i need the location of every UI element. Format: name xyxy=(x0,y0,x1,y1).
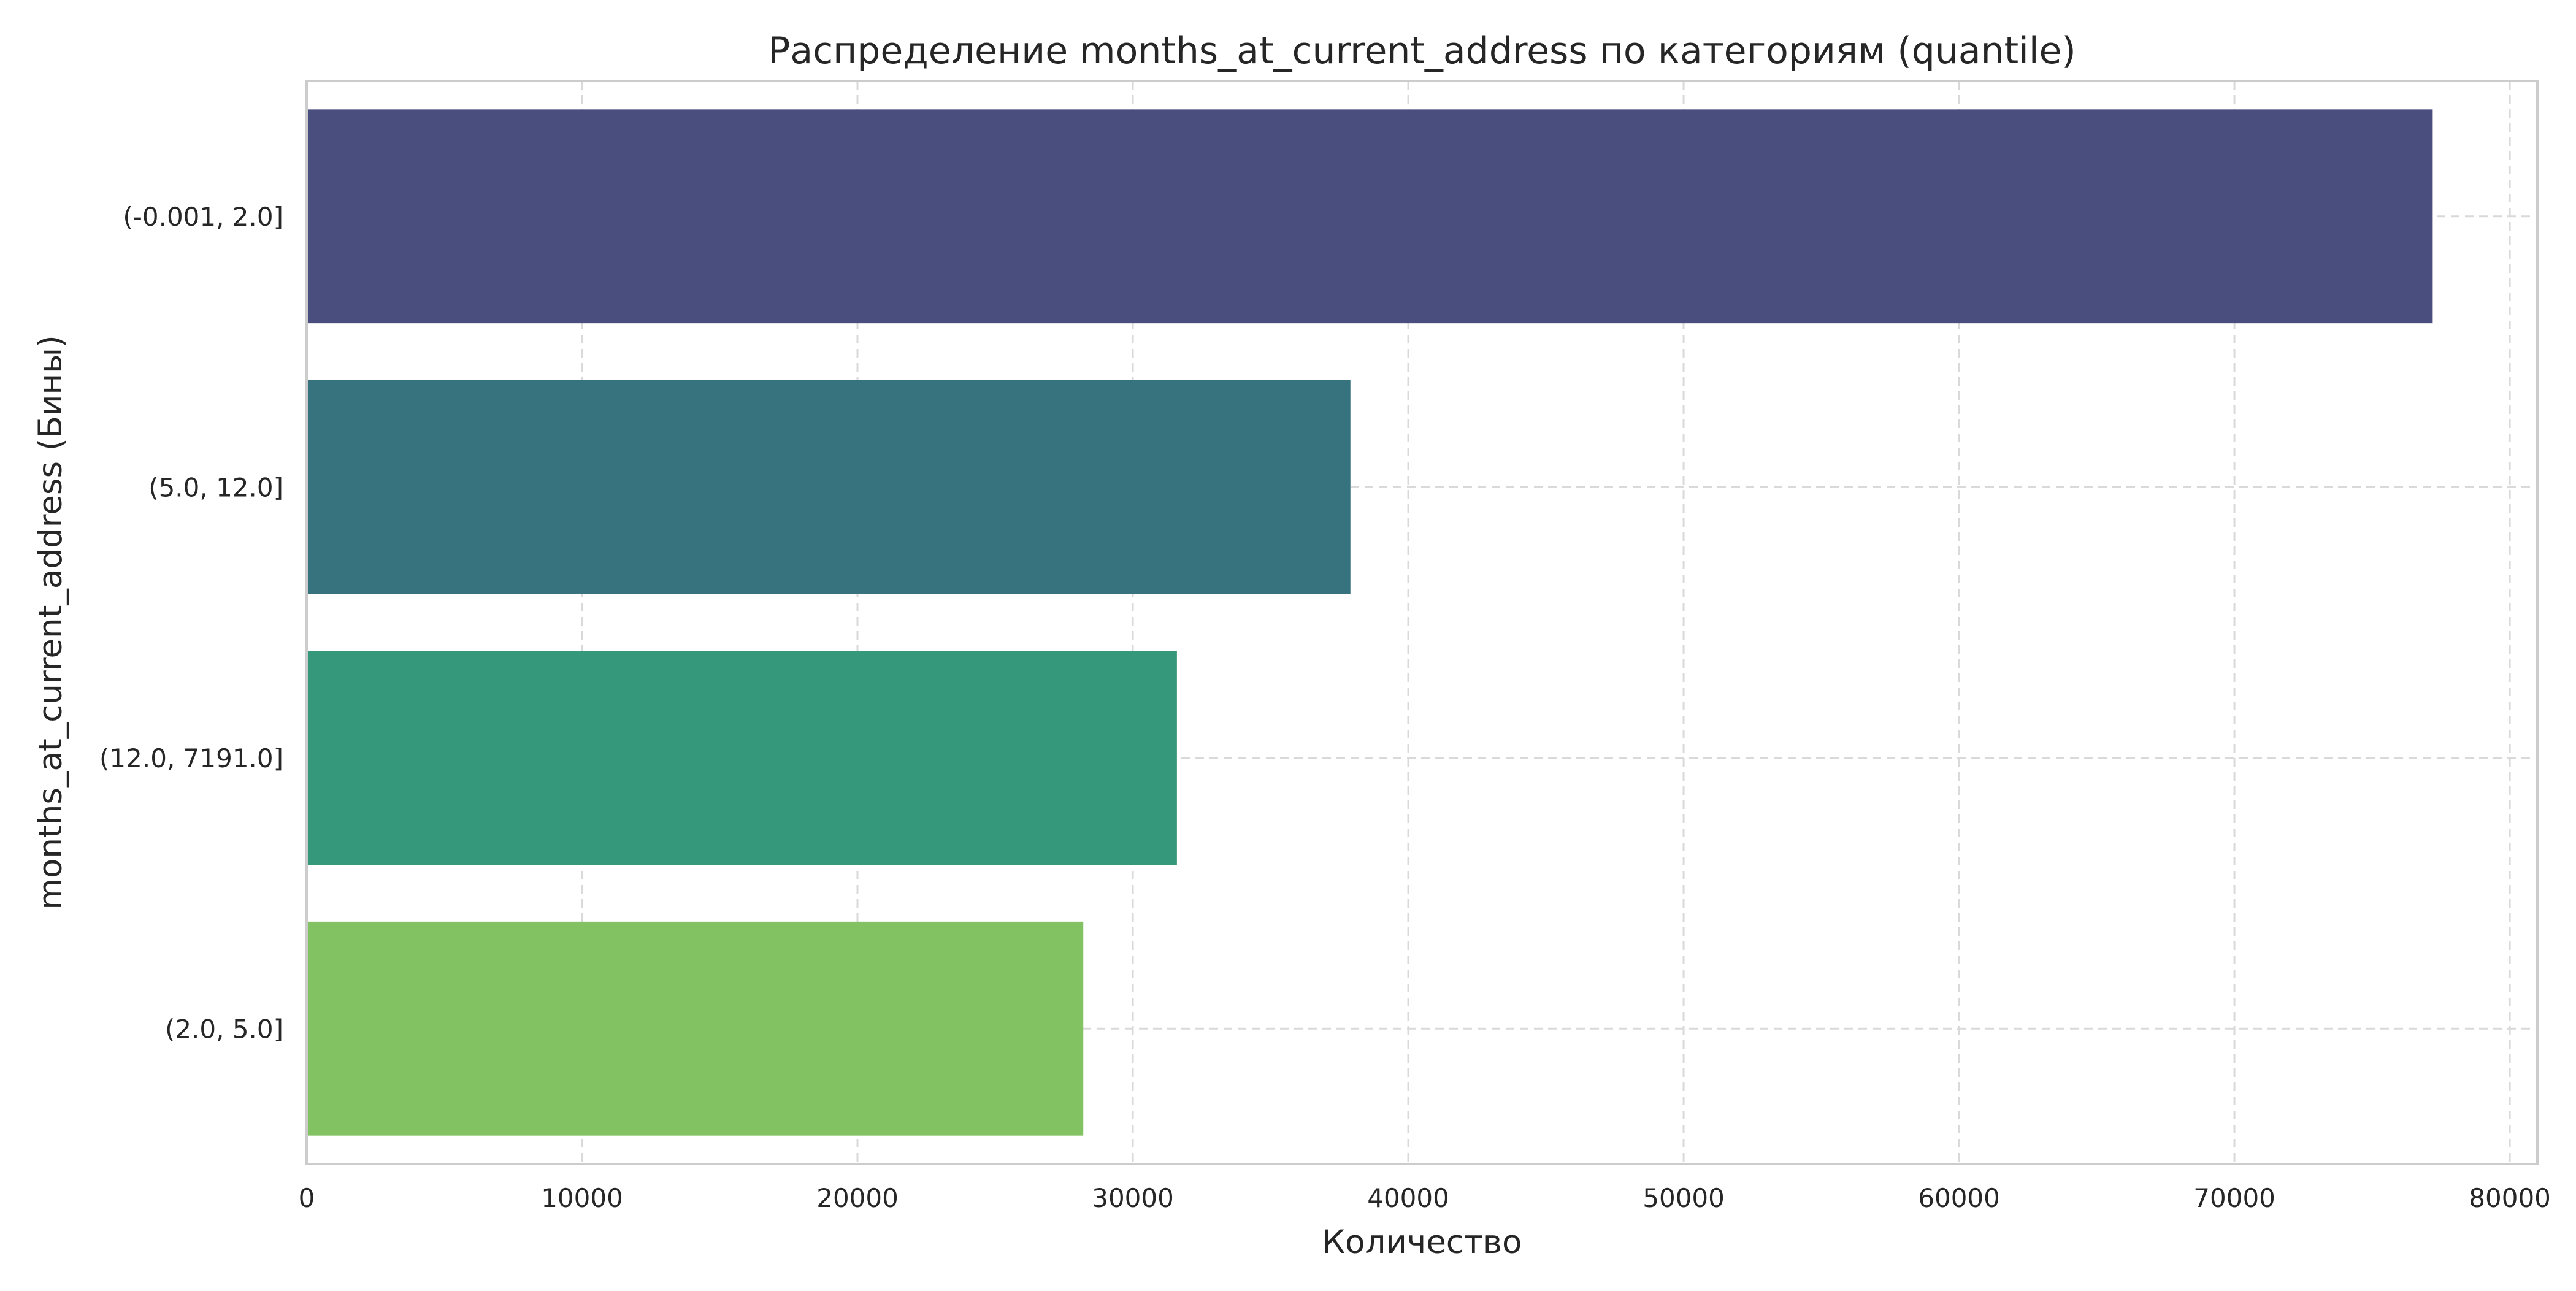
y-tick-label: (-0.001, 2.0] xyxy=(123,202,283,232)
bars xyxy=(307,109,2433,1136)
x-tick-label: 10000 xyxy=(541,1183,623,1213)
x-axis-ticks: 0 10000 20000 30000 40000 50000 60000 70000 8000… xyxy=(299,1183,2551,1213)
x-tick-label: 60000 xyxy=(1918,1183,2000,1213)
bar xyxy=(307,380,1351,594)
y-tick-label: (12.0, 7191.0] xyxy=(99,743,283,773)
y-axis-ticks: (-0.001, 2.0] (5.0, 12.0] (12.0, 7191.0] (2… xyxy=(99,202,283,1044)
x-tick-label: 70000 xyxy=(2193,1183,2275,1213)
x-tick-label: 40000 xyxy=(1367,1183,1449,1213)
x-tick-label: 20000 xyxy=(816,1183,899,1213)
x-tick-label: 50000 xyxy=(1643,1183,1725,1213)
bar xyxy=(307,109,2433,324)
bar xyxy=(307,921,1084,1136)
x-axis-label: Количество xyxy=(1322,1224,1522,1261)
y-tick-label: (5.0, 12.0] xyxy=(148,472,283,502)
y-tick-label: (2.0, 5.0] xyxy=(165,1014,283,1044)
plot-frame xyxy=(305,80,2539,1165)
bar xyxy=(307,651,1177,865)
x-tick-label: 0 xyxy=(299,1183,315,1213)
chart-title: Распределение months_at_current_address … xyxy=(768,29,2076,72)
x-tick-label: 80000 xyxy=(2469,1183,2551,1213)
y-axis-label: months_at_current_address (Бины) xyxy=(32,335,69,910)
x-tick-label: 30000 xyxy=(1092,1183,1174,1213)
